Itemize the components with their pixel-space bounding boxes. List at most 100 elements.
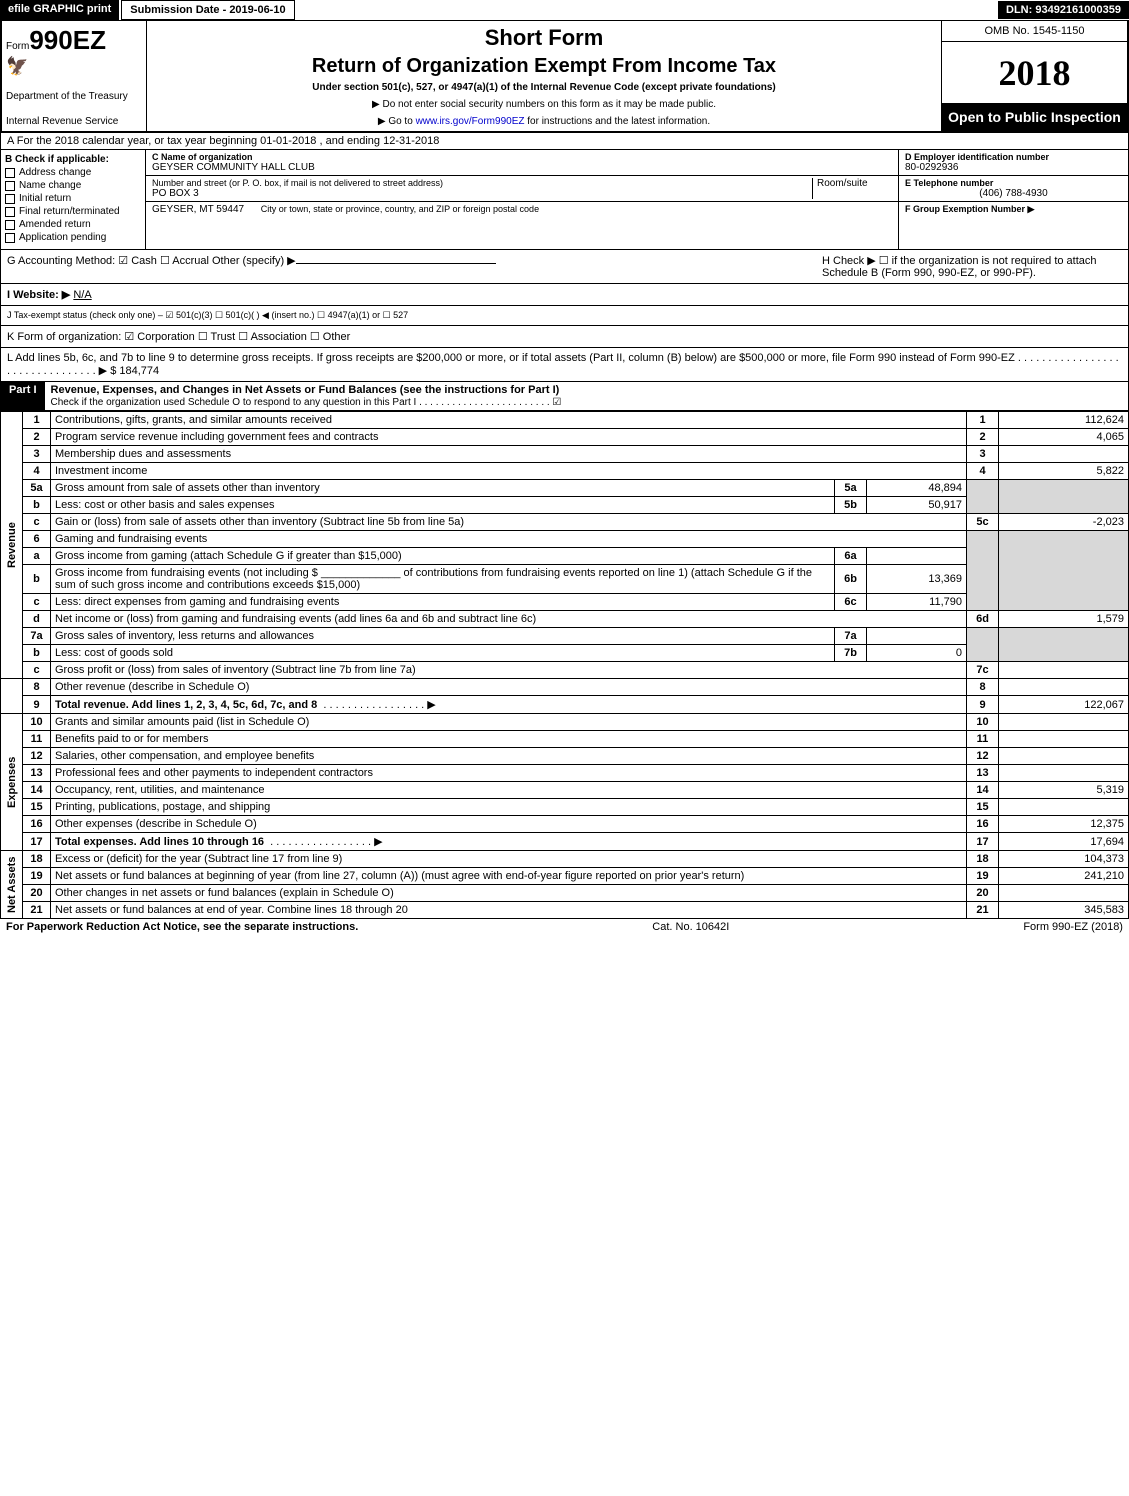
paperwork-notice: For Paperwork Reduction Act Notice, see …	[6, 921, 358, 933]
chk-amended-return[interactable]: Amended return	[5, 219, 141, 230]
line-num: 1	[23, 412, 51, 429]
col-b: B Check if applicable: Address change Na…	[1, 150, 146, 249]
table-row: a Gross income from gaming (attach Sched…	[1, 548, 1129, 565]
chk-final-return[interactable]: Final return/terminated	[5, 206, 141, 217]
city-val: GEYSER, MT 59447	[152, 204, 244, 215]
main-table: Revenue 1 Contributions, gifts, grants, …	[0, 411, 1129, 919]
org-name: GEYSER COMMUNITY HALL CLUB	[152, 162, 892, 173]
table-row: Expenses 10 Grants and similar amounts p…	[1, 714, 1129, 731]
table-row: Revenue 1 Contributions, gifts, grants, …	[1, 412, 1129, 429]
table-row: 9 Total revenue. Add lines 1, 2, 3, 4, 5…	[1, 696, 1129, 714]
expenses-vlabel: Expenses	[1, 714, 23, 851]
form-number: Form990EZ	[6, 25, 142, 56]
table-row: Net Assets 18 Excess or (deficit) for th…	[1, 851, 1129, 868]
form-ref: Form 990-EZ (2018)	[1023, 921, 1123, 933]
table-row: 21 Net assets or fund balances at end of…	[1, 902, 1129, 919]
part1-sub: Check if the organization used Schedule …	[51, 397, 562, 408]
efile-print-button[interactable]: efile GRAPHIC print	[0, 0, 119, 20]
addr-label: Number and street (or P. O. box, if mail…	[152, 178, 812, 188]
d-label: D Employer identification number	[905, 152, 1122, 162]
open-public: Open to Public Inspection	[942, 103, 1127, 131]
return-title: Return of Organization Exempt From Incom…	[155, 55, 933, 78]
top-left: efile GRAPHIC print Submission Date - 20…	[0, 0, 295, 20]
header-center: Short Form Return of Organization Exempt…	[147, 21, 942, 131]
table-row: 4 Investment income 4 5,822	[1, 463, 1129, 480]
f-group: F Group Exemption Number ▶	[899, 202, 1128, 217]
line-val: 112,624	[999, 412, 1129, 429]
chk-address-change[interactable]: Address change	[5, 167, 141, 178]
part1-title: Revenue, Expenses, and Changes in Net As…	[45, 382, 1128, 410]
table-row: b Gross income from fundraising events (…	[1, 565, 1129, 594]
form-header: Form990EZ 🦅 Department of the Treasury I…	[0, 21, 1129, 133]
line-rn: 1	[967, 412, 999, 429]
header-left: Form990EZ 🦅 Department of the Treasury I…	[2, 21, 147, 131]
c-name-cell: C Name of organization GEYSER COMMUNITY …	[146, 150, 898, 176]
f-label: F Group Exemption Number ▶	[905, 204, 1122, 215]
c-city-cell: GEYSER, MT 59447 City or town, state or …	[146, 202, 898, 217]
table-row: c Gross profit or (loss) from sales of i…	[1, 662, 1129, 679]
revenue-vlabel: Revenue	[1, 412, 23, 679]
chk-application-pending[interactable]: Application pending	[5, 232, 141, 243]
table-row: c Less: direct expenses from gaming and …	[1, 594, 1129, 611]
c-addr-cell: Number and street (or P. O. box, if mail…	[146, 176, 898, 202]
chk-initial-return[interactable]: Initial return	[5, 193, 141, 204]
table-row: 13 Professional fees and other payments …	[1, 765, 1129, 782]
i-val: N/A	[73, 289, 91, 301]
row-i: I Website: ▶ N/A	[0, 284, 1129, 306]
table-row: c Gain or (loss) from sale of assets oth…	[1, 514, 1129, 531]
row-gh: G Accounting Method: ☑ Cash ☐ Accrual Ot…	[0, 250, 1129, 284]
addr-val: PO BOX 3	[152, 188, 812, 199]
i-label: I Website: ▶	[7, 289, 70, 301]
table-row: 12 Salaries, other compensation, and emp…	[1, 748, 1129, 765]
d-ein: D Employer identification number 80-0292…	[899, 150, 1128, 176]
table-row: 16 Other expenses (describe in Schedule …	[1, 816, 1129, 833]
room-suite: Room/suite	[812, 178, 892, 199]
under-section: Under section 501(c), 527, or 4947(a)(1)…	[155, 82, 933, 93]
footer: For Paperwork Reduction Act Notice, see …	[0, 919, 1129, 935]
cat-no: Cat. No. 10642I	[652, 921, 729, 933]
table-row: 3 Membership dues and assessments 3	[1, 446, 1129, 463]
irs-link[interactable]: www.irs.gov/Form990EZ	[416, 116, 525, 127]
h-check: H Check ▶ ☐ if the organization is not r…	[822, 254, 1122, 279]
form-prefix: Form	[6, 41, 29, 52]
table-row: b Less: cost of goods sold 7b 0	[1, 645, 1129, 662]
tax-year: 2018	[942, 42, 1127, 103]
table-row: 2 Program service revenue including gove…	[1, 429, 1129, 446]
line-desc: Contributions, gifts, grants, and simila…	[51, 412, 967, 429]
table-row: 7a Gross sales of inventory, less return…	[1, 628, 1129, 645]
c-label: C Name of organization	[152, 152, 892, 162]
table-row: d Net income or (loss) from gaming and f…	[1, 611, 1129, 628]
omb-no: OMB No. 1545-1150	[942, 21, 1127, 42]
eagle-icon: 🦅	[6, 56, 142, 77]
table-row: b Less: cost or other basis and sales ex…	[1, 497, 1129, 514]
table-row: 14 Occupancy, rent, utilities, and maint…	[1, 782, 1129, 799]
ssn-warning: ▶ Do not enter social security numbers o…	[155, 99, 933, 110]
table-row: 19 Net assets or fund balances at beginn…	[1, 868, 1129, 885]
goto-pre: ▶ Go to	[378, 116, 416, 127]
part1-header: Part I Revenue, Expenses, and Changes in…	[0, 382, 1129, 411]
d-val: 80-0292936	[905, 162, 1122, 173]
top-bar: efile GRAPHIC print Submission Date - 20…	[0, 0, 1129, 21]
row-j: J Tax-exempt status (check only one) – ☑…	[0, 306, 1129, 326]
e-label: E Telephone number	[905, 178, 1122, 188]
chk-name-change[interactable]: Name change	[5, 180, 141, 191]
table-row: 17 Total expenses. Add lines 10 through …	[1, 833, 1129, 851]
table-row: 6 Gaming and fundraising events	[1, 531, 1129, 548]
goto-post: for instructions and the latest informat…	[524, 116, 710, 127]
g-accounting: G Accounting Method: ☑ Cash ☐ Accrual Ot…	[7, 254, 496, 279]
table-row: 15 Printing, publications, postage, and …	[1, 799, 1129, 816]
row-k: K Form of organization: ☑ Corporation ☐ …	[0, 326, 1129, 348]
col-def: D Employer identification number 80-0292…	[898, 150, 1128, 249]
col-c: C Name of organization GEYSER COMMUNITY …	[146, 150, 898, 249]
dept-treasury: Department of the Treasury	[6, 91, 142, 102]
netassets-vlabel: Net Assets	[1, 851, 23, 919]
e-phone: E Telephone number (406) 788-4930	[899, 176, 1128, 202]
table-row: 8 Other revenue (describe in Schedule O)…	[1, 679, 1129, 696]
submission-date: Submission Date - 2019-06-10	[121, 0, 294, 20]
dln-label: DLN: 93492161000359	[998, 1, 1129, 19]
city-label: City or town, state or province, country…	[261, 204, 539, 214]
row-l: L Add lines 5b, 6c, and 7b to line 9 to …	[0, 348, 1129, 382]
e-val: (406) 788-4930	[905, 188, 1122, 199]
table-row: 5a Gross amount from sale of assets othe…	[1, 480, 1129, 497]
goto-line: ▶ Go to www.irs.gov/Form990EZ for instru…	[155, 116, 933, 127]
